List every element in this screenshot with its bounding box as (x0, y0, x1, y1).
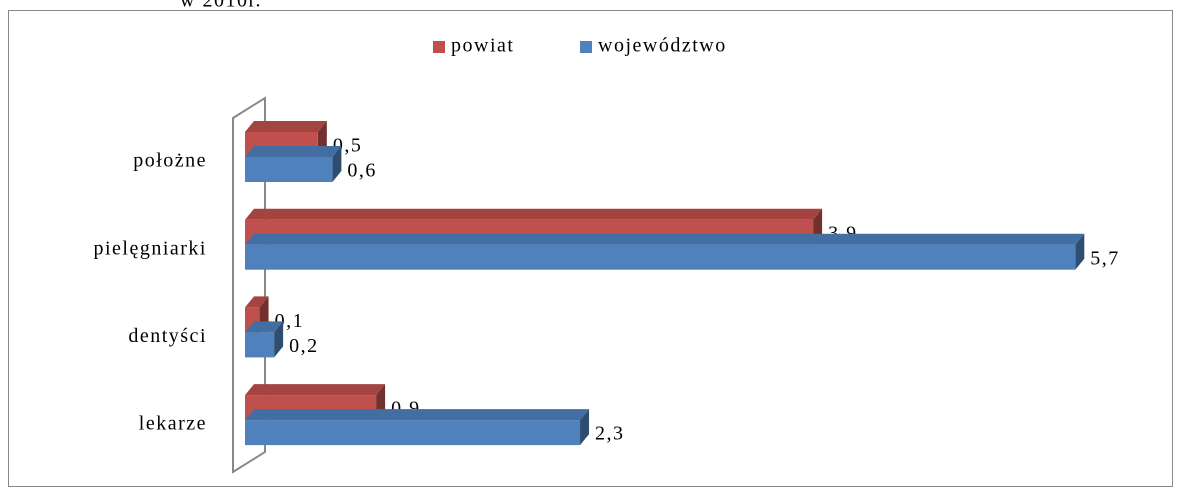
value-label: 5,7 (1090, 247, 1120, 269)
legend-label: powiat (451, 35, 514, 57)
y-tick-label: dentyści (128, 325, 207, 347)
value-label: 0,6 (347, 160, 377, 182)
value-label: 2,3 (595, 423, 625, 445)
back-wall (232, 96, 266, 474)
legend-swatch (433, 41, 445, 53)
bar (245, 233, 1085, 270)
y-tick-label: położne (133, 150, 207, 172)
caption: w 2010r. (180, 0, 262, 12)
bar (245, 409, 590, 446)
legend-swatch (580, 41, 592, 53)
bar (245, 321, 284, 358)
value-label: 0,2 (289, 335, 319, 357)
legend-label: województwo (598, 35, 727, 57)
y-tick-label: pielęgniarki (93, 237, 207, 259)
y-tick-label: lekarze (139, 413, 207, 435)
bar (245, 146, 342, 182)
